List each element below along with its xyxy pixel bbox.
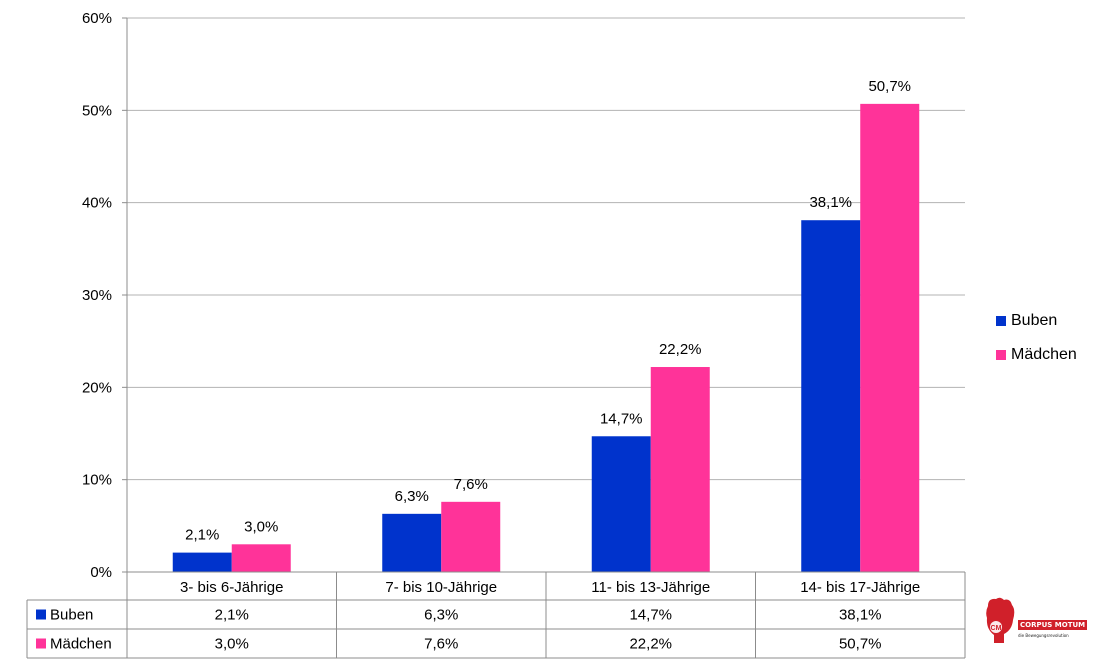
y-tick-label: 20% [82, 379, 112, 396]
data-label: 22,2% [659, 341, 702, 358]
legend-swatch-maedchen [996, 350, 1006, 360]
table-cell: 22,2% [629, 636, 672, 653]
data-label: 3,0% [244, 518, 278, 535]
table-cell: 50,7% [839, 636, 882, 653]
data-label: 7,6% [454, 476, 488, 493]
bar [650, 367, 710, 572]
table-cell: 3,0% [215, 636, 249, 653]
bar [591, 436, 651, 572]
table-cell: 2,1% [215, 607, 249, 624]
table-legend-swatch [36, 609, 46, 620]
legend-label-maedchen: Mädchen [1011, 346, 1077, 363]
y-tick-label: 10% [82, 472, 112, 489]
data-label: 2,1% [185, 527, 219, 544]
fist-logo-icon: CM [986, 597, 1015, 643]
legend-item-maedchen: Mädchen [996, 338, 1077, 372]
data-label: 50,7% [868, 78, 911, 95]
data-label: 38,1% [809, 194, 852, 211]
table-cell: 7,6% [424, 636, 458, 653]
table-series-label: Buben [50, 607, 93, 624]
data-label: 14,7% [600, 410, 643, 427]
y-tick-label: 30% [82, 287, 112, 304]
table-cell: 6,3% [424, 607, 458, 624]
bar [172, 552, 232, 572]
logo-initials: CM [991, 625, 1002, 632]
logo-name: CORPUS MOTUM [1018, 620, 1088, 630]
legend-item-buben: Buben [996, 304, 1077, 338]
legend-swatch-buben [996, 316, 1006, 326]
category-label: 7- bis 10-Jährige [385, 579, 497, 596]
data-label: 6,3% [395, 488, 429, 505]
logo-tagline: die Bewegungsrevolution [1018, 633, 1069, 638]
table-cell: 38,1% [839, 607, 882, 624]
y-tick-label: 60% [82, 10, 112, 27]
table-series-label: Mädchen [50, 636, 112, 653]
bar [382, 513, 442, 572]
legend-label-buben: Buben [1011, 312, 1058, 329]
category-label: 14- bis 17-Jährige [800, 579, 920, 596]
bar [801, 220, 861, 572]
bar [231, 544, 291, 572]
table-legend-swatch [36, 638, 46, 649]
y-tick-label: 40% [82, 195, 112, 212]
bar [441, 501, 501, 572]
category-label: 11- bis 13-Jährige [591, 579, 710, 596]
chart-legend: Buben Mädchen [996, 304, 1077, 372]
table-cell: 14,7% [629, 607, 672, 624]
category-label: 3- bis 6-Jährige [180, 579, 283, 596]
bar [860, 103, 920, 573]
y-tick-label: 50% [82, 102, 112, 119]
corpus-motum-logo: CM CORPUS MOTUM die Bewegungsrevolution [982, 596, 1088, 646]
y-tick-label: 0% [90, 564, 112, 581]
